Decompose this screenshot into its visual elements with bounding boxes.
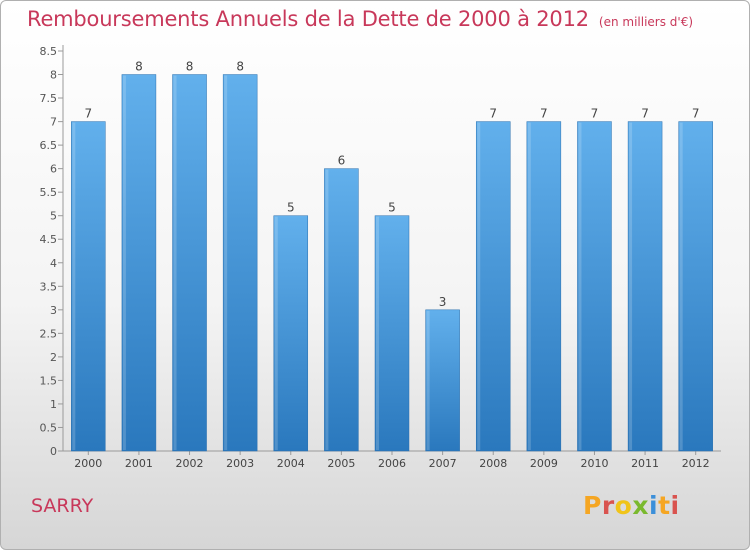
bar-highlight [477, 122, 481, 451]
bar-highlight [173, 75, 177, 450]
x-tick-label: 2007 [429, 457, 457, 470]
chart-bars [71, 74, 713, 452]
data-label: 7 [84, 107, 92, 121]
y-tick-label: 8.5 [40, 45, 58, 58]
y-tick-label: 5.5 [40, 186, 58, 199]
data-label: 7 [641, 107, 649, 121]
y-tick-label: 3 [50, 304, 57, 317]
logo-letter: t [658, 491, 671, 520]
data-label: 8 [236, 60, 244, 74]
y-tick-label: 2.5 [40, 327, 58, 340]
bar-2011 [627, 121, 663, 452]
y-tick-label: 4 [50, 257, 57, 270]
y-tick-label: 3.5 [40, 280, 58, 293]
y-tick-label: 2 [50, 351, 57, 364]
data-label: 8 [135, 60, 143, 74]
bar-2002 [172, 74, 207, 452]
x-tick-label: 2012 [682, 457, 710, 470]
x-tick-label: 2000 [74, 457, 102, 470]
bar-2010 [577, 121, 612, 452]
bar-highlight [426, 310, 430, 450]
chart-title-text: Remboursements Annuels de la Dette de 20… [27, 7, 589, 31]
y-tick-label: 1 [50, 398, 57, 411]
bar-2000 [71, 121, 106, 452]
y-tick-label: 8 [50, 69, 57, 82]
x-tick-label: 2008 [479, 457, 507, 470]
bar-2005 [324, 168, 359, 452]
bar-highlight [578, 122, 582, 451]
bar-highlight [122, 75, 126, 450]
logo-letter: r [601, 491, 615, 520]
x-tick-label: 2006 [378, 457, 406, 470]
bar-2012 [678, 121, 713, 452]
data-label: 6 [338, 154, 346, 168]
x-tick-label: 2010 [580, 457, 608, 470]
logo-letter: P [583, 491, 602, 520]
y-tick-label: 6.5 [40, 139, 58, 152]
x-tick-label: 2002 [176, 457, 204, 470]
data-label: 5 [388, 201, 396, 215]
x-tick-label: 2011 [631, 457, 659, 470]
y-tick-label: 6 [50, 163, 57, 176]
data-label: 7 [692, 107, 700, 121]
bar-2007 [425, 309, 460, 452]
data-label: 7 [489, 107, 497, 121]
y-tick-label: 0 [50, 445, 57, 458]
bar-2008 [475, 121, 511, 452]
data-label: 5 [287, 201, 295, 215]
x-tick-label: 2003 [226, 457, 254, 470]
bar-highlight [224, 75, 228, 450]
data-label: 7 [540, 107, 548, 121]
city-name: SARRY [31, 495, 94, 517]
y-tick-label: 1.5 [40, 374, 58, 387]
y-tick-label: 7.5 [40, 92, 58, 105]
bar-highlight [679, 122, 683, 451]
proxiti-logo: Proxiti [583, 491, 680, 520]
bar-2006 [374, 215, 410, 452]
data-label: 8 [186, 60, 194, 74]
bar-highlight [72, 122, 76, 451]
bar-highlight [527, 122, 531, 451]
bar-2001 [121, 74, 157, 452]
chart-title: Remboursements Annuels de la Dette de 20… [27, 7, 693, 31]
x-tick-label: 2009 [530, 457, 558, 470]
bar-2009 [526, 121, 562, 452]
chart-axes: 0 0.5 1 1.5 2 2.5 3 3.5 4 4.5 5 5.5 6 6.5 7 7.5 8 8.5 [40, 45, 721, 458]
bar-2003 [222, 74, 258, 452]
bar-2004 [273, 215, 309, 452]
data-label: 7 [591, 107, 599, 121]
x-tick-label: 2005 [327, 457, 355, 470]
y-tick-label: 7 [50, 116, 57, 129]
x-tick-label: 2004 [277, 457, 305, 470]
y-tick-label: 5 [50, 210, 57, 223]
bar-highlight [274, 216, 278, 450]
logo-letter: x [632, 491, 649, 520]
y-tick-label: 4.5 [40, 233, 58, 246]
x-tick-label: 2001 [125, 457, 153, 470]
data-label: 3 [439, 295, 447, 309]
bar-highlight [376, 216, 379, 450]
bar-highlight [629, 122, 633, 451]
logo-letter: i [649, 491, 659, 520]
logo-letter: o [614, 491, 633, 520]
chart-labels: 7 2000 8 2001 8 2002 8 2003 5 2004 6 2005 5 2006 3 2007… [74, 60, 709, 470]
bar-highlight [325, 169, 329, 450]
y-tick-label: 0.5 [40, 421, 58, 434]
chart-unit: (en milliers d'€) [598, 15, 694, 29]
logo-letter: i [670, 491, 680, 520]
